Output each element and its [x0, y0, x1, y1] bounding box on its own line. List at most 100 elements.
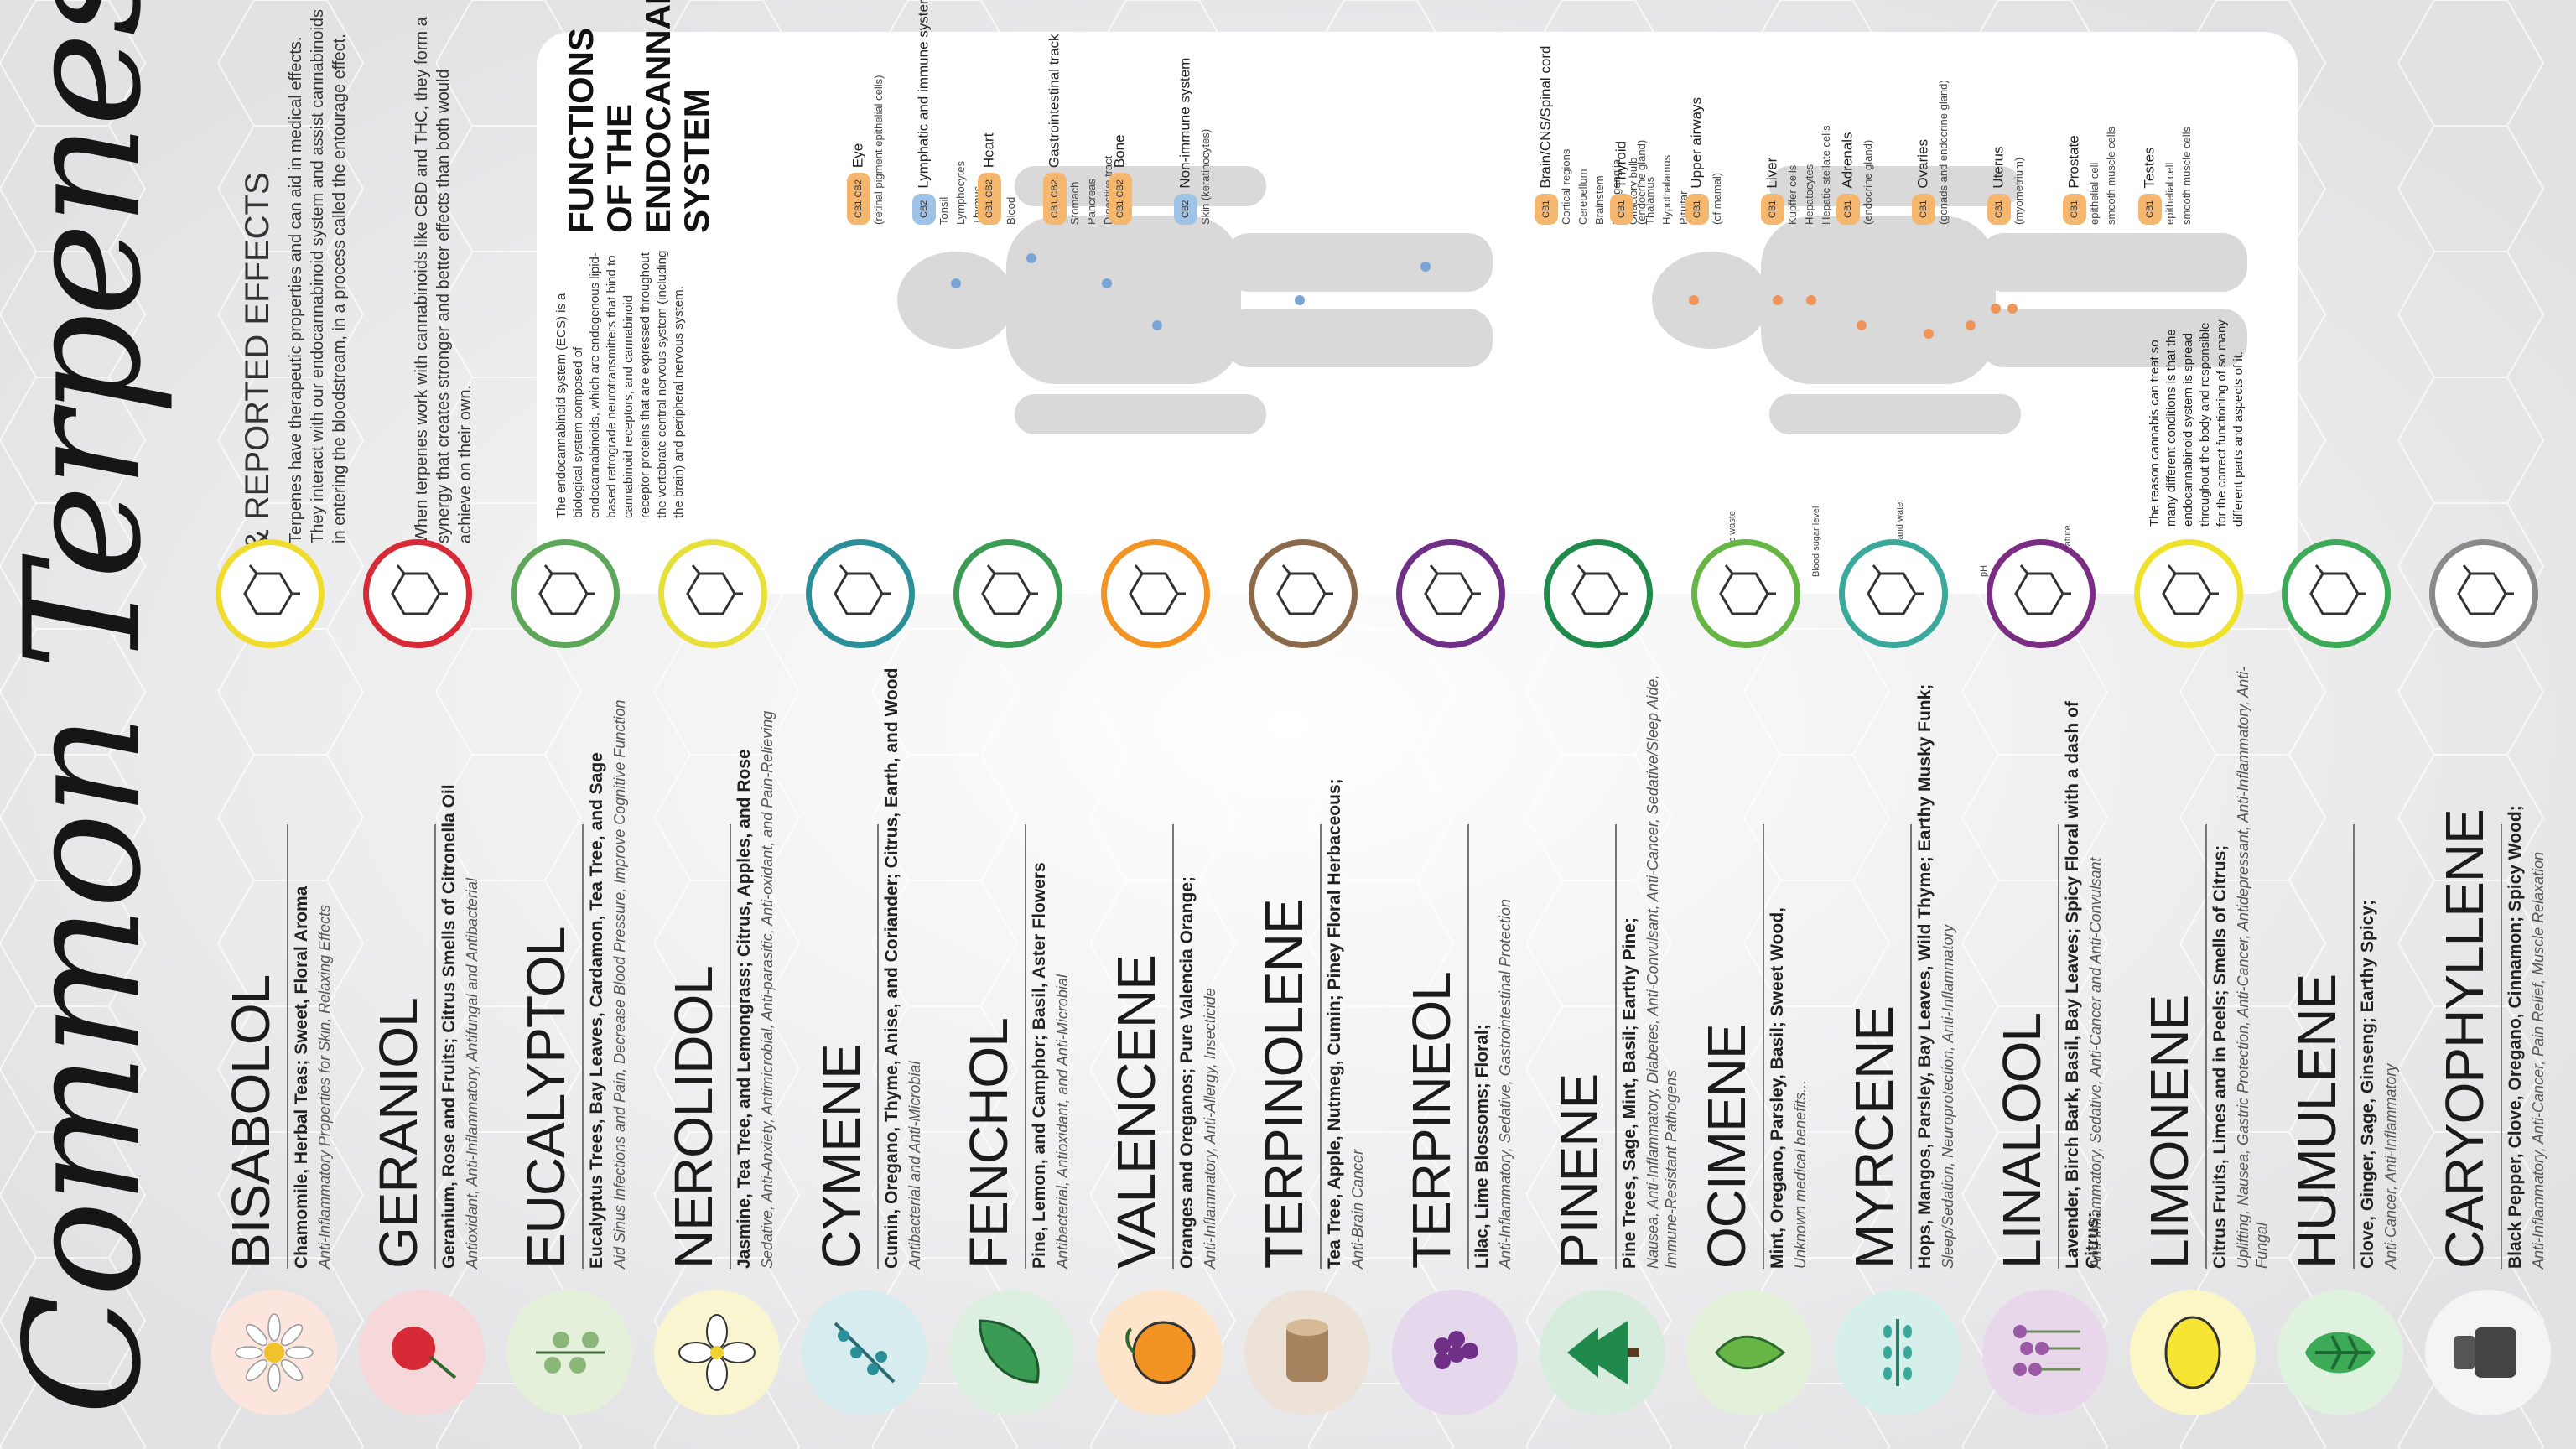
molecule-structure [658, 539, 767, 648]
receptor-badge: CB1 [1836, 194, 1860, 225]
terpene-divider [730, 824, 731, 1269]
terpene-divider [1025, 824, 1026, 1269]
intro-paragraph: When terpenes work with cannabinoids lik… [411, 7, 476, 543]
molecule-icon [976, 562, 1040, 626]
molecule-structure [1101, 539, 1210, 648]
terpene-divider [1467, 824, 1469, 1269]
terpene-divider [2353, 824, 2355, 1269]
page-title: Common Terpenes [0, 0, 168, 1415]
terpene-name: VALENCENE [1105, 955, 1167, 1269]
terpene-name: MYRCENE [1843, 1006, 1905, 1269]
organ-subitem: Skin (keratinocytes) [1197, 58, 1214, 225]
terpene-name: OCIMENE [1696, 1024, 1758, 1269]
molecule-icon [681, 562, 745, 626]
molecule-icon [386, 562, 449, 626]
terpene-divider [1172, 824, 1174, 1269]
orange-icon [1118, 1311, 1202, 1394]
receptor-badge: CB1 [1987, 194, 2011, 225]
terpene-photo [359, 1290, 485, 1415]
terpene-photo [2277, 1290, 2403, 1415]
molecule-icon [2452, 562, 2516, 626]
terpene-photo [802, 1290, 927, 1415]
molecule-icon [533, 562, 597, 626]
molecule-icon [828, 562, 892, 626]
terpene-divider [287, 824, 288, 1269]
terpene-sources: Black Pepper, Clove, Oregano, Cinnamon; … [2506, 648, 2526, 1269]
ecs-organ: CB1Upper airways (of mamal) [1685, 97, 1726, 225]
receptor-badge: CB1 [1912, 194, 1935, 225]
terpene-row: CARYOPHYLLENE Black Pepper, Clove, Oregan… [2417, 610, 2559, 1449]
ecs-organ: CB2 Non-immune system Skin (keratinocytes) [1174, 58, 1214, 225]
terpene-divider [877, 824, 879, 1269]
ecs-organ: CB1 CB2 Bone [1109, 134, 1132, 225]
organ-subitem: Hepatocytes [1801, 126, 1818, 226]
organ-name: Upper airways [1688, 97, 1704, 189]
organ-subitem: Tonsil [936, 0, 953, 225]
molecule-icon [1566, 562, 1630, 626]
mint-icon [1708, 1311, 1792, 1394]
molecule-icon [238, 562, 302, 626]
organ-note: (myometrium) [2011, 147, 2028, 225]
terpene-effects: Antibacterial and Anti-Microbial [906, 648, 924, 1269]
receptor-badge: CB1 CB2 [1109, 173, 1132, 225]
terpene-name: FENCHOL [958, 1018, 1020, 1269]
terpene-effects: Anti-Inflammatory, Sedative, Gastrointes… [1496, 648, 1514, 1269]
terpene-row: FENCHOL Pine, Lemon, and Camphor; Basil, … [941, 610, 1083, 1449]
terpene-photo [1687, 1290, 1813, 1415]
terpene-sources: Tea Tree, Apple, Nutmeg, Cumin; Piney Fl… [1325, 648, 1345, 1269]
molecule-structure [216, 539, 325, 648]
terpene-row: TERPINEOL Lilac, Lime Blossoms; Floral; An… [1384, 610, 1526, 1449]
terpene-name: GERANIOL [367, 998, 429, 1269]
terpene-photo [1244, 1290, 1370, 1415]
receptor-badge: CB2 [912, 194, 936, 225]
organ-name: Uterus [1990, 147, 2006, 189]
receptor-badge: CB1 CB2 [1043, 173, 1067, 225]
pine-icon [1561, 1311, 1644, 1394]
ecs-organ: CB1Thyroid (endocrine gland) [1610, 140, 1650, 225]
organ-note: (of mamal) [1709, 97, 1726, 225]
molecule-structure [1544, 539, 1653, 648]
organ-note: (retinal pigment epithelial cells) [870, 75, 887, 225]
terpene-photo [211, 1290, 337, 1415]
molecule-icon [1419, 562, 1483, 626]
organ-subitem: Cerebellum [1575, 46, 1592, 225]
terpene-divider [2501, 824, 2502, 1269]
terpene-name: NEROLIDOL [662, 966, 724, 1269]
terpene-divider [582, 824, 584, 1269]
ecs-organ: CB1Liver Kupffer cells Hepatocytes Hepatic … [1761, 126, 1835, 226]
terpene-effects: Anti-Inflammatory Properties for Skin, R… [315, 648, 334, 1269]
hops-icon [2298, 1311, 2382, 1394]
molecule-structure [1396, 539, 1505, 648]
terpene-row: PINENE Pine Trees, Sage, Mint, Basil; Ear… [1531, 610, 1674, 1449]
molecule-structure [953, 539, 1062, 648]
receptor-badge: CB2 [1174, 194, 1197, 225]
organ-name: Bone [1111, 134, 1127, 168]
molecule-structure [1987, 539, 2096, 648]
terpene-row: EUCALYPTOL Eucalyptus Trees, Bay Leaves, … [498, 610, 641, 1449]
rose-icon [380, 1311, 464, 1394]
terpene-photo [1392, 1290, 1518, 1415]
organ-name: Eye [849, 143, 865, 168]
molecule-icon [2304, 562, 2368, 626]
oregano-icon [823, 1311, 906, 1394]
terpene-sources: Oranges and Oreganos; Pure Valencia Oran… [1177, 648, 1197, 1269]
receptor-badge: CB1 CB2 [978, 173, 1001, 225]
chamomile-icon [232, 1311, 316, 1394]
ecs-organ: CB1Testes epithelial cell smooth muscle ce… [2138, 127, 2195, 225]
molecule-icon [1714, 562, 1778, 626]
organ-note: (gonads and endocrine gland) [1935, 80, 1952, 225]
terpene-name: TERPINEOL [1400, 972, 1462, 1269]
ecs-organ: CB1 CB2 Gastrointestinal track Stomach Panc… [1043, 34, 1117, 225]
terpene-effects: Nausea, Anti-Inflammatory, Diabetes, Ant… [1644, 648, 1680, 1269]
terpene-row: OCIMENE Mint, Oregano, Parsley, Basil; Sw… [1679, 610, 1821, 1449]
terpene-name: PINENE [1548, 1074, 1610, 1269]
organ-name: Brain/CNS/Spinal cord [1537, 46, 1553, 189]
organ-subitem: epithelial cell [2086, 127, 2103, 225]
leaf-icon [970, 1311, 1054, 1394]
terpene-divider [1615, 824, 1617, 1269]
organ-note: (endocrine gland) [1860, 132, 1877, 225]
terpene-sources: Chamomile, Herbal Teas; Sweet, Floral Ar… [292, 648, 312, 1269]
molecule-icon [2157, 562, 2220, 626]
terpene-name: CARYOPHYLLENE [2433, 809, 2496, 1269]
organ-subitem: Cortical regions [1558, 46, 1575, 225]
